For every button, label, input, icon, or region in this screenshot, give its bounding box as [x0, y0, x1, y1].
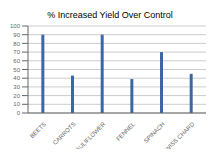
svg-text:CAULIFLOWER: CAULIFLOWER: [72, 121, 107, 149]
svg-text:20: 20: [13, 93, 20, 99]
svg-text:SWISS CHARD: SWISS CHARD: [161, 121, 196, 149]
svg-text:40: 40: [13, 75, 20, 81]
svg-text:FENNEL: FENNEL: [115, 121, 136, 142]
svg-text:SPINACH: SPINACH: [143, 121, 166, 144]
svg-text:50: 50: [13, 67, 20, 73]
svg-text:100: 100: [10, 23, 21, 29]
svg-text:BEETS: BEETS: [29, 121, 47, 139]
svg-text:80: 80: [13, 41, 20, 47]
svg-text:10: 10: [13, 101, 20, 107]
svg-text:70: 70: [13, 49, 20, 55]
html-text:% Increased Yield Over Control: % Increased Yield Over Control: [47, 10, 173, 20]
svg-text:60: 60: [13, 58, 20, 64]
svg-text:30: 30: [13, 84, 20, 90]
svg-text:CARROTS: CARROTS: [52, 121, 77, 146]
svg-text:0: 0: [17, 110, 21, 116]
svg-text:90: 90: [13, 32, 20, 38]
